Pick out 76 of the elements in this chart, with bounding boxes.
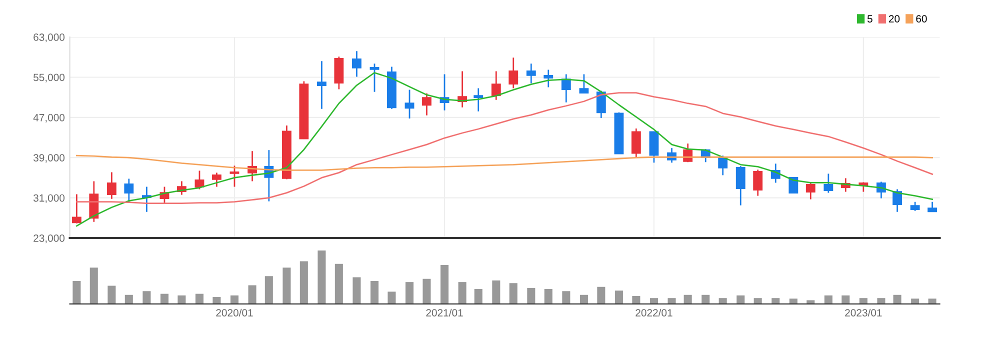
bar (334, 264, 343, 304)
line-series (76, 72, 933, 227)
y-tick-label: 23,000 (34, 234, 65, 244)
bar (789, 298, 798, 304)
x-tick-label: 2021/01 (426, 308, 463, 316)
bar (142, 291, 151, 304)
bar (928, 298, 936, 304)
bar (614, 290, 623, 304)
line-series (76, 92, 933, 204)
bar (718, 298, 727, 304)
candlestick (212, 172, 222, 188)
bar (754, 298, 762, 304)
y-tick-label: 63,000 (34, 34, 65, 42)
bar (911, 298, 920, 304)
legend-label: 5 (867, 15, 872, 22)
bar (90, 268, 98, 304)
bar (160, 294, 168, 304)
legend-label: 20 (888, 15, 900, 22)
bar (580, 294, 588, 304)
bar (684, 294, 692, 304)
bar (318, 250, 326, 304)
bar (212, 297, 221, 304)
bar (264, 276, 273, 304)
bar (806, 300, 815, 304)
candlestick (230, 164, 240, 188)
bar (772, 298, 780, 304)
bar (492, 280, 500, 304)
candlestick (579, 74, 589, 94)
candlestick (928, 201, 937, 212)
candlestick (474, 88, 484, 112)
bar (405, 282, 414, 304)
y-tick-label: 55,000 (33, 74, 65, 82)
legend-label: 60 (916, 15, 927, 22)
bar (370, 280, 379, 304)
bar (300, 261, 308, 304)
bar (562, 291, 570, 304)
bar (632, 296, 640, 304)
x-tick-label: 2020/01 (216, 308, 253, 316)
bar (230, 295, 239, 304)
bar (458, 282, 466, 304)
bar (124, 294, 133, 304)
bar (248, 285, 256, 304)
bar (474, 289, 482, 304)
bar (859, 298, 868, 304)
bar (440, 264, 449, 304)
candlestick (544, 69, 554, 88)
y-tick-label: 31,000 (33, 194, 65, 203)
bar (108, 286, 116, 304)
bar (422, 278, 431, 304)
bar (352, 277, 361, 304)
bar (824, 295, 832, 304)
bar (544, 289, 552, 304)
bar (842, 295, 850, 304)
bar (195, 294, 204, 304)
bar (597, 286, 606, 304)
y-tick-label: 47,000 (33, 114, 65, 123)
bar (893, 294, 902, 304)
bar (72, 280, 81, 304)
bar (650, 298, 658, 304)
x-tick-label: 2022/01 (636, 308, 672, 316)
bar (668, 298, 676, 304)
candlestick (526, 62, 536, 84)
bar (702, 294, 710, 304)
bar (388, 292, 396, 304)
bar (178, 295, 186, 304)
x-tick-label: 2023/01 (845, 308, 882, 316)
candlestick (788, 177, 798, 194)
bar (282, 268, 291, 304)
bar (877, 298, 886, 304)
bar (736, 295, 745, 304)
candlestick (910, 201, 920, 212)
candlestick (317, 60, 326, 110)
candlestick (370, 62, 380, 93)
bar (509, 283, 518, 304)
bar (527, 288, 536, 304)
y-tick-label: 39,000 (33, 154, 65, 163)
